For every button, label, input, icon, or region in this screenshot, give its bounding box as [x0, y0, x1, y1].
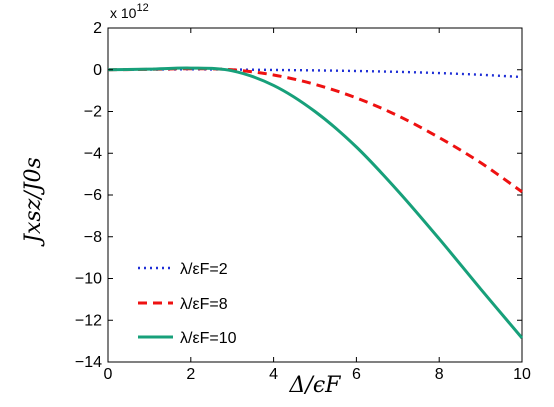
y-tick-label: −12 [75, 312, 102, 329]
y-tick-label: 0 [93, 62, 102, 79]
legend-label-lambda-8: λ/εF=8 [180, 296, 228, 313]
x-tick-label: 6 [352, 366, 361, 383]
y-tick-label: −10 [75, 271, 102, 288]
x-tick-label: 8 [435, 366, 444, 383]
y-tick-label: −4 [84, 145, 102, 162]
y-tick-label: −8 [84, 229, 102, 246]
ticks-layer: 0 2 4 6 8 10 2 0 −2 −4 −6 −8 −10 −12 −14 [75, 20, 531, 383]
x-tick-label: 0 [104, 366, 113, 383]
series-line-lambda-2 [107, 68, 523, 79]
y-tick-label: −2 [84, 104, 102, 121]
y-tick-label: 2 [93, 20, 102, 37]
y-tick-label: −14 [75, 354, 102, 371]
series-line-lambda-10 [107, 66, 524, 339]
x-axis-title: Δ/ϵF [289, 373, 342, 398]
y-multiplier: x 1012 [110, 2, 149, 21]
legend-label-lambda-2: λ/εF=2 [180, 261, 228, 278]
x-tick-label: 10 [513, 366, 531, 383]
legend-label-lambda-10: λ/εF=10 [180, 330, 237, 347]
x-tick-label: 4 [269, 366, 278, 383]
series-layer [107, 66, 524, 339]
legend: λ/εF=2 λ/εF=8 λ/εF=10 [138, 261, 237, 347]
y-tick-label: −6 [84, 187, 102, 204]
y-axis-title: Jxsz/J0s [21, 157, 46, 247]
x-tick-label: 2 [186, 366, 195, 383]
